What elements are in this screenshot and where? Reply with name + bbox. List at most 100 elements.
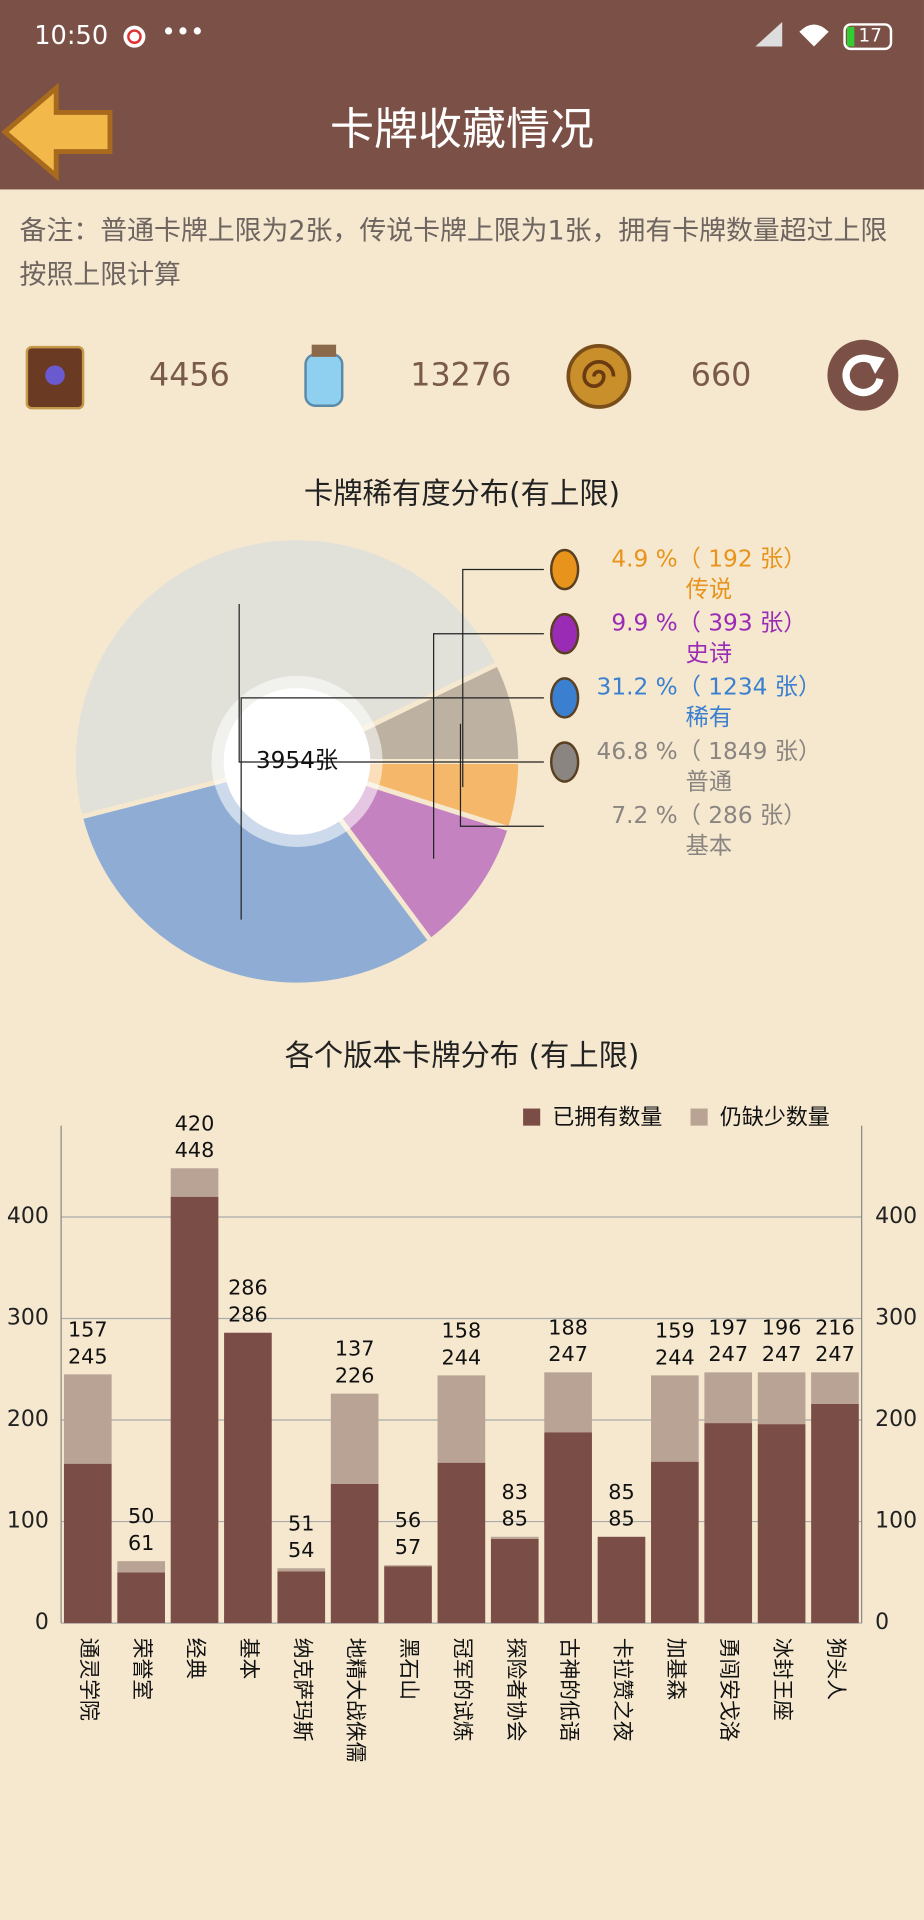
gold-icon	[566, 344, 632, 409]
x-tick-label: 经典	[184, 1638, 208, 1680]
wifi-icon	[799, 24, 829, 47]
total-label: 286	[228, 1303, 268, 1327]
bar-segment	[651, 1375, 699, 1462]
legend-name: 传说	[686, 576, 732, 603]
bar-segment	[811, 1372, 859, 1404]
owned-label: 159	[655, 1318, 695, 1342]
x-tick-label: 古神的低语	[557, 1638, 581, 1742]
pie-slice	[77, 758, 435, 988]
y2-tick-label: 100	[875, 1509, 917, 1534]
refresh-button[interactable]	[827, 339, 899, 411]
total-label: 85	[608, 1507, 634, 1531]
total-label: 61	[128, 1531, 154, 1555]
owned-label: 137	[335, 1337, 375, 1361]
total-label: 247	[815, 1342, 855, 1366]
pie-title: 卡牌稀有度分布(有上限)	[304, 476, 620, 510]
bar-segment	[757, 1424, 806, 1624]
legend-value: 9.9 %（ 393 张）	[611, 609, 806, 636]
total-label: 54	[288, 1538, 314, 1562]
x-tick-label: 荣誉室	[130, 1638, 154, 1700]
bar-segment	[224, 1332, 272, 1624]
gold-icon-spiral	[582, 360, 616, 389]
bar-segment	[330, 1393, 379, 1485]
bar-segment	[170, 1196, 219, 1624]
owned-label: 216	[815, 1315, 855, 1339]
total-label: 448	[175, 1138, 215, 1162]
owned-label: 188	[548, 1315, 588, 1339]
bar-segment	[651, 1461, 699, 1624]
legend-gem	[549, 612, 580, 655]
bar-segment	[811, 1403, 859, 1624]
bar-segment	[490, 1538, 539, 1624]
x-tick-label: 加基森	[664, 1638, 688, 1701]
total-label: 57	[395, 1535, 421, 1559]
leader-line	[240, 697, 544, 920]
y2-tick-label: 200	[875, 1407, 917, 1432]
total-label: 226	[335, 1364, 375, 1388]
bar-title: 各个版本卡牌分布 (有上限)	[285, 1039, 640, 1073]
bar-segment	[704, 1372, 753, 1424]
bar-segment	[277, 1568, 326, 1572]
y-tick-label: 100	[7, 1509, 49, 1534]
legend-swatch	[523, 1108, 541, 1126]
x-tick-label: 纳克萨玛斯	[290, 1638, 314, 1742]
y2-tick-label: 0	[875, 1610, 889, 1635]
bar-segment	[544, 1432, 592, 1624]
bar-segment	[330, 1484, 379, 1624]
legend-name: 史诗	[686, 640, 732, 667]
dust-count: 13276	[410, 357, 511, 393]
legend-value: 31.2 %（ 1234 张）	[597, 674, 822, 701]
bar-segment	[597, 1536, 646, 1624]
y-tick-label: 200	[7, 1407, 49, 1432]
refresh-icon-head	[865, 354, 885, 374]
total-label: 247	[762, 1342, 802, 1366]
battery-text: 17	[859, 26, 882, 47]
owned-label: 85	[608, 1480, 634, 1504]
legend-gem	[549, 741, 580, 783]
bar-segment	[490, 1536, 539, 1539]
legend-gem	[549, 677, 580, 719]
status-icon	[127, 29, 142, 44]
bar-segment	[117, 1561, 165, 1573]
card-count: 4456	[149, 357, 230, 393]
bar-segment	[170, 1168, 219, 1197]
total-label: 247	[548, 1342, 588, 1366]
owned-label: 56	[395, 1508, 421, 1532]
owned-label: 50	[128, 1504, 154, 1528]
bar-segment	[437, 1462, 486, 1624]
owned-label: 196	[762, 1315, 802, 1339]
legend-label: 仍缺少数量	[720, 1105, 830, 1130]
status-time: 10:50	[34, 21, 108, 51]
leader-line	[462, 568, 544, 788]
bar-segment	[63, 1374, 112, 1464]
back-button[interactable]	[1, 82, 113, 182]
y-tick-label: 300	[7, 1306, 49, 1331]
bar-segment	[117, 1572, 165, 1624]
owned-label: 157	[68, 1317, 108, 1341]
legend-label: 已拥有数量	[552, 1105, 662, 1130]
leader-line	[433, 633, 544, 859]
bar-segment	[384, 1565, 432, 1567]
x-tick-label: 通灵学院	[77, 1638, 101, 1721]
owned-label: 51	[288, 1511, 314, 1535]
bar-segment	[384, 1566, 432, 1624]
pie-center-label: 3954张	[256, 747, 338, 774]
x-tick-label: 基本	[237, 1638, 261, 1680]
x-tick-label: 黑石山	[397, 1638, 421, 1700]
x-tick-label: 勇闯安戈洛	[717, 1638, 741, 1742]
dust-icon-cap	[311, 344, 337, 357]
legend-value: 7.2 %（ 286 张）	[611, 802, 806, 829]
legend-value: 46.8 %（ 1849 张）	[597, 738, 822, 765]
y2-tick-label: 300	[875, 1306, 917, 1331]
owned-label: 286	[228, 1276, 268, 1300]
bar-segment	[544, 1372, 592, 1433]
gold-count: 660	[691, 357, 752, 393]
legend-value: 4.9 %（ 192 张）	[611, 545, 806, 572]
refresh-icon	[842, 354, 884, 397]
x-tick-label: 狗头人	[824, 1638, 848, 1701]
battery-icon	[843, 23, 893, 51]
dust-icon	[304, 353, 344, 407]
owned-label: 420	[175, 1111, 215, 1135]
